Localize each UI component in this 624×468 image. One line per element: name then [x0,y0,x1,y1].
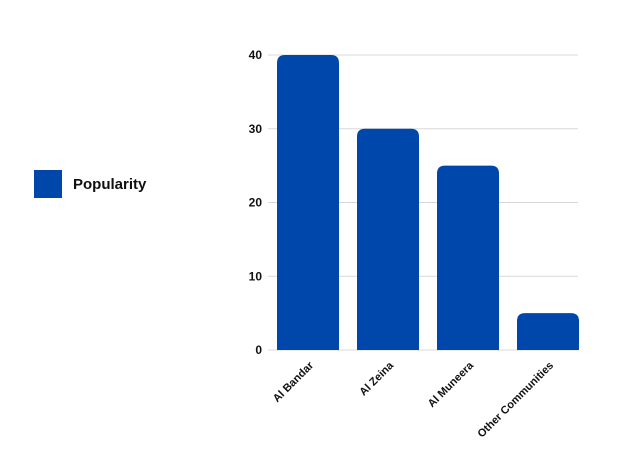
x-category-label: Al Muneera [426,359,477,410]
y-tick-label: 30 [249,122,263,136]
x-category-label: Other Communities [475,360,556,441]
legend: Popularity [34,170,146,198]
bar [357,128,419,350]
y-tick-label: 40 [249,48,263,62]
y-tick-label: 20 [249,196,263,210]
bar [517,313,579,350]
x-category-label: Al Bandar [271,359,317,405]
x-category-label: Al Zeina [357,359,396,398]
y-tick-label: 10 [249,269,263,283]
y-tick-label: 0 [255,343,262,357]
legend-label: Popularity [73,175,147,193]
bar [437,165,499,350]
legend-swatch [34,170,62,198]
bar [277,55,339,350]
